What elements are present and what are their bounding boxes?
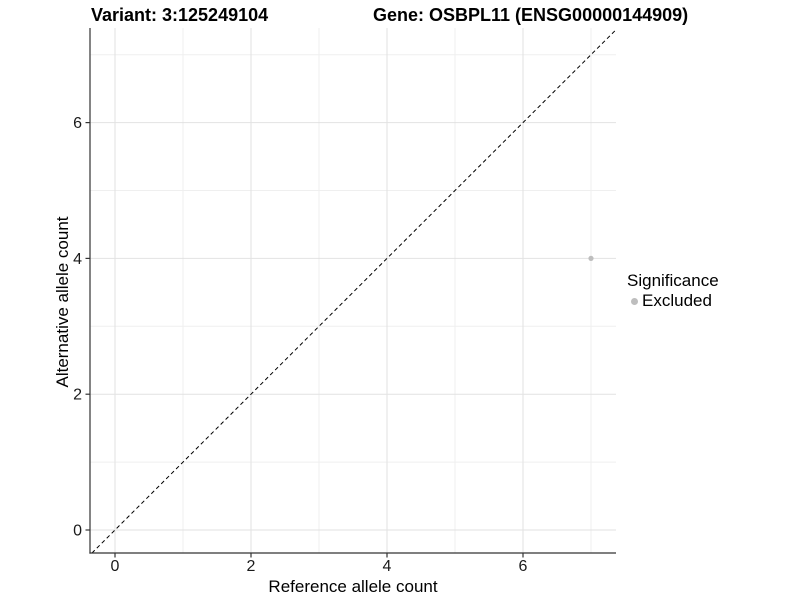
- gridlines-major: [90, 28, 616, 553]
- plot-title-gene: Gene: OSBPL11 (ENSG00000144909): [373, 5, 689, 25]
- x-tick-label: 2: [247, 558, 256, 575]
- y-tick-label: 4: [73, 251, 82, 268]
- y-tick-label: 0: [73, 523, 82, 540]
- legend-key-dot-icon: [631, 297, 638, 305]
- x-axis-ticks: 0 2 4 6: [111, 553, 528, 575]
- gridlines-minor: [90, 28, 616, 553]
- x-tick-label: 6: [519, 558, 528, 575]
- x-tick-label: 0: [111, 558, 120, 575]
- y-tick-label: 2: [73, 387, 82, 404]
- data-points: [588, 255, 594, 261]
- y-axis-title: Alternative allele count: [53, 216, 72, 388]
- x-axis-title: Reference allele count: [268, 577, 438, 596]
- legend-item-excluded: Excluded: [627, 291, 719, 311]
- y-axis-ticks: 0 2 4 6: [73, 115, 90, 540]
- legend: Significance Excluded: [627, 271, 719, 311]
- identity-line: [91, 29, 617, 554]
- x-tick-label: 4: [383, 558, 392, 575]
- legend-item-label: Excluded: [642, 291, 712, 310]
- y-tick-label: 6: [73, 115, 82, 132]
- legend-title: Significance: [627, 271, 719, 290]
- axis-lines: [89, 28, 616, 554]
- data-point-excluded: [588, 255, 594, 261]
- plot-title-variant: Variant: 3:125249104: [91, 5, 269, 25]
